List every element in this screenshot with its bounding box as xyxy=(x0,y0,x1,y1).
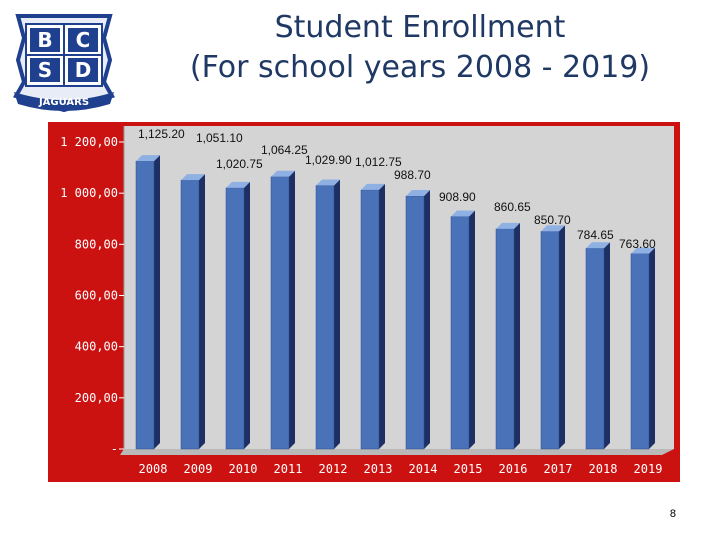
logo-letter-d: D xyxy=(75,58,92,82)
bar-side xyxy=(334,179,340,449)
x-tick-label: 2008 xyxy=(139,462,168,476)
bar-side xyxy=(514,222,520,449)
logo-banner-text: JAGUARS xyxy=(38,97,89,108)
x-tick-label: 2014 xyxy=(409,462,438,476)
enrollment-bar-chart: - 200,00 400,00 600,00 800,00 1 000,00 1 200,0… xyxy=(60,126,674,476)
x-tick-label: 2009 xyxy=(184,462,213,476)
bar-top xyxy=(496,222,520,229)
bar xyxy=(135,160,155,450)
bar xyxy=(360,189,380,450)
bar xyxy=(450,216,470,450)
bar-side xyxy=(649,247,655,449)
chart-frame: - 200,00 400,00 600,00 800,00 1 000,00 1 200,0… xyxy=(48,122,680,482)
bar-side xyxy=(154,155,160,449)
bar xyxy=(180,179,200,450)
bar-top xyxy=(271,170,295,177)
bar-top xyxy=(586,242,610,249)
bar-side xyxy=(469,210,475,449)
x-tick-label: 2016 xyxy=(499,462,528,476)
title-line-1: Student Enrollment xyxy=(274,10,566,45)
data-label: 1,020.75 xyxy=(216,157,263,171)
slide-title: Student Enrollment (For school years 200… xyxy=(130,8,710,88)
logo-letter-b: B xyxy=(37,28,52,52)
plot-floor xyxy=(120,449,674,455)
plot-area xyxy=(124,126,674,449)
bar xyxy=(540,231,560,450)
data-label: 1,029.90 xyxy=(305,153,352,167)
y-tick-label: 1 000,00 xyxy=(60,186,118,200)
bar-side xyxy=(379,183,385,449)
bar xyxy=(315,185,335,450)
bar-top xyxy=(451,210,475,217)
data-label: 908.90 xyxy=(439,190,476,204)
bar-side xyxy=(604,242,610,449)
x-tick-label: 2018 xyxy=(589,462,618,476)
bar-side xyxy=(424,190,430,449)
bar-top xyxy=(226,181,250,188)
x-tick-label: 2017 xyxy=(544,462,573,476)
data-label: 1,064.25 xyxy=(261,143,308,157)
data-label: 850.70 xyxy=(534,213,571,227)
y-tick-label: 1 200,00 xyxy=(60,135,118,149)
bar-side xyxy=(559,225,565,449)
bar xyxy=(585,248,605,450)
bar-top xyxy=(631,247,655,254)
logo-letter-s: S xyxy=(38,58,52,82)
title-line-2: (For school years 2008 - 2019) xyxy=(189,50,651,85)
data-label: 1,012.75 xyxy=(355,155,402,169)
page-number: 8 xyxy=(669,508,676,520)
bar xyxy=(630,253,650,450)
x-tick-label: 2019 xyxy=(634,462,663,476)
bar-top xyxy=(136,155,160,162)
y-tick-label: 600,00 xyxy=(75,289,118,303)
bar-top xyxy=(541,225,565,232)
bar-side xyxy=(199,174,205,450)
x-tick-label: 2013 xyxy=(364,462,393,476)
bar-top xyxy=(316,179,340,186)
data-label: 763.60 xyxy=(619,237,656,251)
data-label: 784.65 xyxy=(577,228,614,242)
x-tick-label: 2015 xyxy=(454,462,483,476)
x-tick-label: 2011 xyxy=(274,462,303,476)
bar-top xyxy=(406,190,430,197)
bar-side xyxy=(244,181,250,449)
x-tick-label: 2010 xyxy=(229,462,258,476)
y-tick-label: 400,00 xyxy=(75,340,118,354)
bar-top xyxy=(361,183,385,190)
bar xyxy=(405,195,425,450)
data-label: 988.70 xyxy=(394,168,431,182)
school-logo: B C S D JAGUARS xyxy=(13,14,115,113)
data-label: 860.65 xyxy=(494,200,531,214)
bar xyxy=(270,176,290,450)
data-label: 1,051.10 xyxy=(196,131,243,145)
y-tick-label: 200,00 xyxy=(75,391,118,405)
logo-letter-c: C xyxy=(76,28,91,52)
bar xyxy=(495,228,515,450)
bar xyxy=(225,187,245,450)
y-tick-label: - xyxy=(111,442,118,456)
x-tick-label: 2012 xyxy=(319,462,348,476)
y-tick-label: 800,00 xyxy=(75,237,118,251)
bar-top xyxy=(181,174,205,181)
data-label: 1,125.20 xyxy=(138,127,185,141)
bar-side xyxy=(289,170,295,449)
